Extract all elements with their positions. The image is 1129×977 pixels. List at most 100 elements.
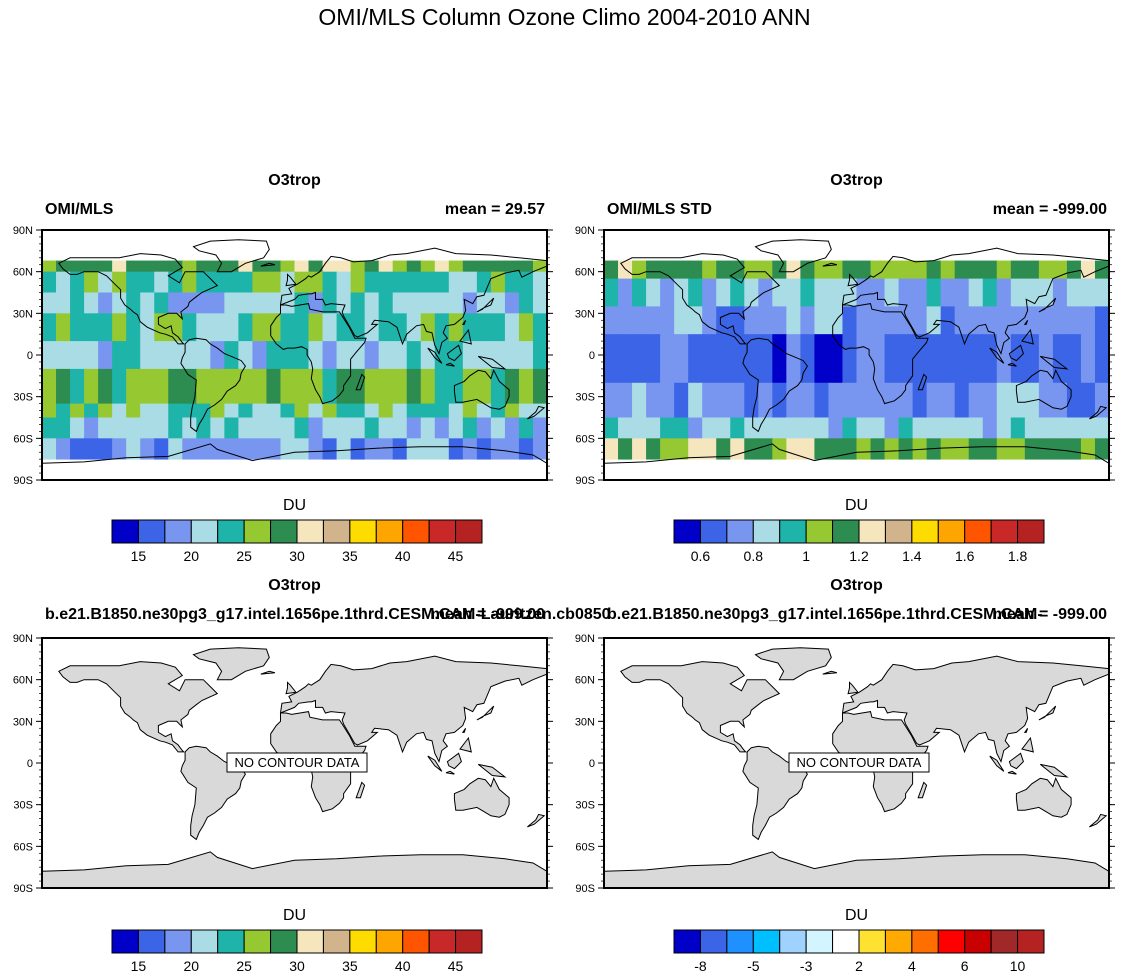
contour-cell — [70, 292, 85, 314]
contour-cell — [252, 260, 268, 273]
contour-cell — [758, 382, 773, 418]
contour-cell — [476, 368, 492, 405]
contour-cell — [1080, 306, 1096, 335]
panel-left-string: OMI/MLS — [45, 201, 114, 218]
contour-cell — [154, 260, 169, 273]
contour-cell — [434, 438, 450, 460]
contour-cell — [490, 438, 506, 460]
contour-cell — [660, 278, 675, 307]
contour-cell — [182, 438, 197, 460]
contour-cell — [856, 417, 872, 439]
contour-cell — [1080, 334, 1096, 384]
contour-cell — [308, 417, 324, 439]
contour-cell — [294, 271, 310, 293]
contour-cell — [518, 313, 534, 342]
colorbar-swatch — [858, 519, 886, 544]
contour-cell — [800, 438, 816, 460]
land-mass — [822, 670, 838, 675]
contour-cell — [392, 438, 408, 460]
lat-tick-label: 30S — [13, 800, 33, 812]
colorbar-swatch — [726, 519, 754, 544]
contour-cell — [210, 438, 225, 460]
contour-cell — [1094, 438, 1109, 460]
colorbar-swatch — [884, 519, 913, 544]
contour-cell — [646, 306, 661, 335]
contour-cell — [814, 382, 830, 418]
contour-cell — [98, 292, 113, 314]
contour-cell — [434, 260, 450, 273]
coastline — [355, 373, 366, 391]
contour-cell — [532, 341, 547, 370]
contour-cell — [420, 368, 436, 405]
contour-cell — [434, 292, 450, 314]
colorbar-tick-label: 15 — [131, 958, 147, 974]
colorbar-swatch — [402, 929, 430, 954]
contour-cell — [168, 403, 183, 418]
contour-cell — [476, 341, 492, 370]
contour-cell — [322, 438, 338, 460]
contour-cell — [954, 278, 970, 307]
panel-mean-string: mean = -999.00 — [430, 606, 545, 623]
contour-cell — [322, 292, 338, 314]
contour-cell — [660, 260, 675, 280]
contour-cell — [238, 271, 254, 293]
land-mass — [58, 661, 219, 753]
contour-cell — [378, 292, 394, 314]
contour-cell — [842, 334, 858, 384]
contour-cell — [140, 417, 155, 439]
contour-cell — [70, 313, 85, 342]
colorbar-swatch — [1017, 519, 1045, 544]
contour-cell — [280, 292, 296, 314]
contour-cell — [392, 403, 408, 418]
colorbar-swatch — [884, 929, 913, 954]
contour-cell — [490, 313, 506, 342]
contour-cell — [1010, 306, 1026, 335]
contour-cell — [364, 292, 380, 314]
coastline — [989, 347, 1005, 364]
contour-cell — [688, 334, 703, 384]
contour-cell — [182, 313, 197, 342]
contour-cell — [632, 278, 647, 307]
contour-cell — [462, 260, 478, 273]
colorbar-swatch — [111, 519, 139, 544]
coastline — [1089, 405, 1108, 420]
contour-cell — [42, 292, 57, 314]
contour-cell — [308, 368, 324, 405]
contour-cell — [786, 306, 801, 335]
colorbar-tick-label: 20 — [184, 958, 200, 974]
contour-cell — [730, 306, 745, 335]
contour-cell — [982, 417, 998, 439]
contour-cell — [884, 278, 900, 307]
contour-cell — [716, 306, 731, 335]
contour-cell — [182, 271, 197, 293]
contour-cell — [140, 438, 155, 460]
colorbar-tick-label: 0.8 — [744, 548, 764, 564]
land-mass — [847, 681, 859, 695]
contour-cell — [674, 334, 689, 384]
contour-cell — [238, 341, 254, 370]
contour-cell — [504, 271, 520, 293]
contour-cell — [968, 334, 984, 384]
contour-cell — [266, 368, 282, 405]
contour-cell — [280, 341, 296, 370]
contour-cell — [786, 260, 801, 280]
colorbar-swatch — [964, 519, 992, 544]
contour-cell — [294, 260, 310, 273]
contour-cell — [504, 438, 520, 460]
contour-cell — [870, 260, 886, 280]
contour-cell — [84, 341, 99, 370]
contour-cell — [828, 382, 844, 418]
coastline — [847, 273, 859, 287]
colorbar-swatch — [322, 519, 351, 544]
lat-tick-label: 30S — [13, 392, 33, 404]
coastline — [459, 328, 472, 345]
contour-cell — [252, 368, 268, 405]
land-mass — [1089, 813, 1108, 828]
contour-cell — [378, 438, 394, 460]
contour-cell — [1024, 438, 1040, 460]
contour-cell — [1080, 260, 1096, 280]
contour-cell — [420, 417, 436, 439]
contour-cell — [646, 438, 661, 460]
contour-cell — [518, 403, 534, 418]
contour-cell — [112, 292, 127, 314]
